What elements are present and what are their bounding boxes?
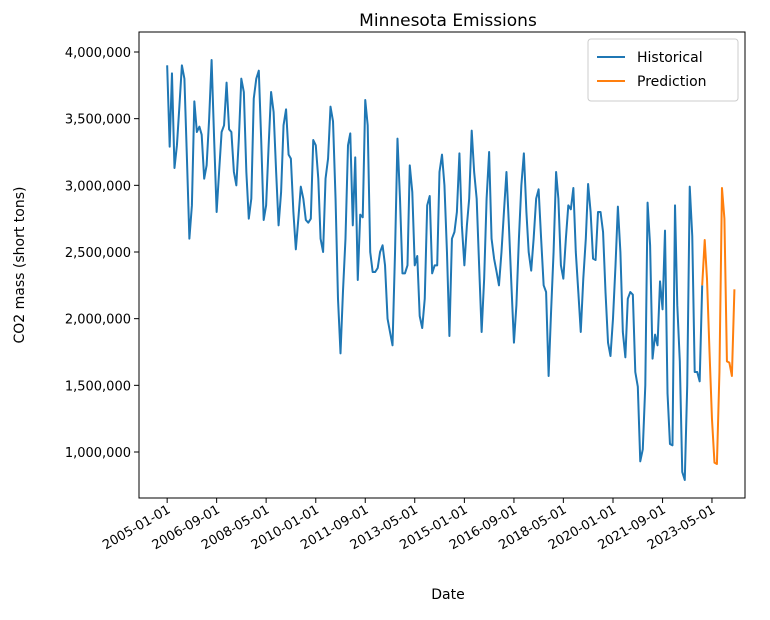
legend-label: Prediction bbox=[637, 74, 707, 90]
y-axis-label: CO2 mass (short tons) bbox=[12, 187, 28, 344]
chart-title: Minnesota Emissions bbox=[359, 11, 537, 31]
y-tick-label: 1,500,000 bbox=[65, 379, 131, 394]
y-tick-label: 3,000,000 bbox=[65, 179, 131, 194]
y-tick-label: 4,000,000 bbox=[65, 46, 131, 61]
y-tick-label: 2,000,000 bbox=[65, 313, 131, 328]
y-tick-label: 1,000,000 bbox=[65, 446, 131, 461]
series-line bbox=[701, 187, 736, 465]
legend-label: Historical bbox=[637, 50, 703, 66]
legend-box bbox=[587, 38, 739, 102]
series-line bbox=[166, 59, 704, 481]
y-tick-label: 3,500,000 bbox=[65, 113, 131, 128]
x-axis-label: Date bbox=[431, 587, 464, 603]
plot-frame bbox=[138, 31, 746, 499]
y-tick-label: 2,500,000 bbox=[65, 246, 131, 261]
